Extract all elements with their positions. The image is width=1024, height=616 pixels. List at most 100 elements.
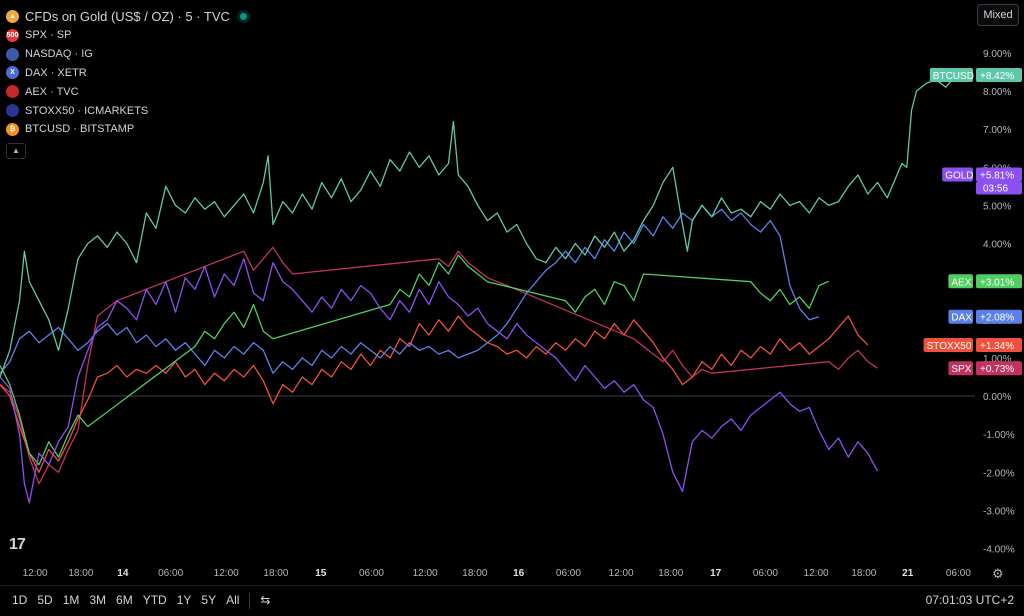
clock-timezone[interactable]: 07:01:03 UTC+2: [925, 593, 1014, 607]
series-line-gold[interactable]: [0, 258, 879, 504]
y-tick-label: 5.00%: [983, 201, 1011, 212]
x-tick-label: 12:00: [23, 568, 48, 579]
legend-row[interactable]: 500 SPX · SP: [6, 26, 247, 45]
x-tick-label: 18:00: [68, 568, 93, 579]
main-series-title: CFDs on Gold (US$ / OZ) · 5 · TVC: [25, 8, 230, 24]
legend-row[interactable]: STOXX50 · ICMARKETS: [6, 101, 247, 120]
x-tick-label: 18:00: [263, 568, 288, 579]
legend-compare-list: 500 SPX · SP NASDAQ · IG X DAX · XETR AEX · T…: [6, 26, 247, 139]
y-tick-label: -3.00%: [983, 506, 1015, 517]
legend-row[interactable]: NASDAQ · IG: [6, 45, 247, 64]
scale-mode-button[interactable]: Mixed: [977, 4, 1019, 26]
x-tick-label: 15: [315, 568, 327, 579]
series-line-stoxx50[interactable]: [0, 315, 869, 473]
toolbar-divider: [249, 593, 251, 609]
series-name-tag: SPX: [951, 364, 971, 375]
series-value-tag: +8.42%: [980, 71, 1014, 82]
series-value-tag: +5.81%: [980, 171, 1014, 182]
range-button-all[interactable]: All: [226, 593, 240, 607]
x-tick-label: 06:00: [158, 568, 183, 579]
y-tick-label: -2.00%: [983, 468, 1015, 479]
range-button-1y[interactable]: 1Y: [176, 593, 192, 607]
legend-row[interactable]: AEX · TVC: [6, 82, 247, 101]
legend-symbol-label: NASDAQ · IG: [25, 48, 93, 61]
x-tick-label: 06:00: [359, 568, 384, 579]
series-name-tag-bg: [948, 274, 973, 289]
series-value-tag-bg: [976, 274, 1022, 289]
x-tick-label: 14: [117, 568, 129, 579]
legend-symbol-label: STOXX50 · ICMARKETS: [25, 104, 149, 117]
legend-row[interactable]: X DAX · XETR: [6, 64, 247, 83]
y-tick-label: 8.00%: [983, 87, 1011, 98]
date-range-selector: 1D 5D 1M 3M 6M YTD 1Y 5Y All ⇆: [12, 593, 280, 609]
range-button-1m[interactable]: 1M: [62, 593, 80, 607]
series-value-tag: +0.73%: [980, 364, 1014, 375]
series-name-tag: DAX: [951, 313, 972, 324]
legend-main-row[interactable]: ▲ CFDs on Gold (US$ / OZ) · 5 · TVC: [6, 6, 247, 26]
range-button-5y[interactable]: 5Y: [201, 593, 217, 607]
nl-flag-icon: [6, 85, 19, 99]
legend: ▲ CFDs on Gold (US$ / OZ) · 5 · TVC 500 S…: [6, 6, 247, 159]
range-button-ytd[interactable]: YTD: [142, 593, 167, 607]
range-button-1d[interactable]: 1D: [12, 593, 28, 607]
range-button-6m[interactable]: 6M: [116, 593, 133, 607]
series-value-tag-bg: [976, 67, 1022, 82]
x-tick-label: 06:00: [946, 568, 971, 579]
series-line-aex[interactable]: [0, 254, 830, 466]
x-tick-label: 12:00: [214, 568, 239, 579]
legend-symbol-label: SPX · SP: [25, 29, 72, 42]
gold-bars-icon: ▲: [6, 9, 19, 23]
series-value-tag-bg: [976, 361, 1022, 376]
series-line-btcusd[interactable]: [0, 74, 961, 378]
x-tick-label: 12:00: [609, 568, 634, 579]
x-tick-label: 12:00: [413, 568, 438, 579]
collapse-legend-button[interactable]: ▲: [6, 142, 26, 159]
eu-stars-icon: [6, 104, 19, 118]
x-tick-label: 06:00: [753, 568, 778, 579]
series-line-dax[interactable]: [0, 204, 820, 374]
series-countdown-tag-bg: [976, 181, 1022, 195]
chart-area[interactable]: 9.00%8.00%7.00%6.00%5.00%4.00%3.00%2.00%…: [0, 0, 1024, 585]
series-line-spx[interactable]: [0, 246, 878, 485]
series-name-tag-bg: [923, 337, 973, 352]
chart-plot[interactable]: 9.00%8.00%7.00%6.00%5.00%4.00%3.00%2.00%…: [0, 0, 1024, 585]
x-tick-label: 16: [513, 568, 525, 579]
series-value-tag-bg: [976, 337, 1022, 352]
y-tick-label: 0.00%: [983, 392, 1011, 403]
chevron-up-icon: ▲: [12, 146, 20, 156]
market-open-icon: [239, 12, 247, 20]
go-to-date-icon[interactable]: ⇆: [260, 593, 271, 607]
y-tick-label: -1.00%: [983, 430, 1015, 441]
dax-x-icon: X: [6, 66, 19, 80]
range-button-5d[interactable]: 5D: [37, 593, 53, 607]
series-name-tag-bg: [942, 167, 973, 182]
range-button-3m[interactable]: 3M: [89, 593, 107, 607]
y-tick-label: 9.00%: [983, 49, 1011, 60]
series-value-tag-bg: [976, 167, 1022, 182]
500-badge-icon: 500: [6, 28, 19, 42]
series-value-tag: +1.34%: [980, 341, 1014, 352]
x-tick-label: 21: [902, 568, 914, 579]
tradingview-logo-icon[interactable]: 17: [9, 536, 26, 553]
series-name-tag: BTCUSD: [933, 71, 974, 82]
series-name-tag-bg: [929, 67, 973, 82]
x-tick-label: 18:00: [462, 568, 487, 579]
x-tick-label: 12:00: [804, 568, 829, 579]
legend-symbol-label: BTCUSD · BITSTAMP: [25, 123, 135, 136]
y-tick-label: 1.00%: [983, 354, 1011, 365]
legend-symbol-label: DAX · XETR: [25, 66, 87, 79]
us-flag-icon: [6, 47, 19, 61]
bar-countdown-tag: 03:56: [983, 184, 1008, 195]
x-tick-label: 18:00: [851, 568, 876, 579]
series-name-tag: STOXX50: [927, 341, 972, 352]
series-name-tag: GOLD: [945, 171, 973, 182]
series-value-tag-bg: [976, 309, 1022, 324]
x-tick-label: 17: [710, 568, 722, 579]
gear-icon[interactable]: ⚙: [992, 566, 1004, 581]
series-value-tag: +3.01%: [980, 277, 1014, 288]
series-name-tag-bg: [948, 309, 973, 324]
series-value-tag: +2.08%: [980, 313, 1014, 324]
legend-row[interactable]: ₿ BTCUSD · BITSTAMP: [6, 120, 247, 139]
x-tick-label: 18:00: [658, 568, 683, 579]
x-tick-label: 06:00: [556, 568, 581, 579]
